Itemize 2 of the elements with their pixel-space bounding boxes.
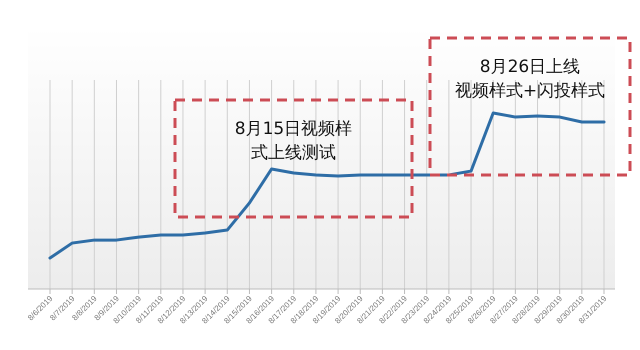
annotation: 8月15日视频样式上线测试 <box>234 119 352 163</box>
text: 8月26日上线视频样式+闪投样式 <box>454 57 606 101</box>
